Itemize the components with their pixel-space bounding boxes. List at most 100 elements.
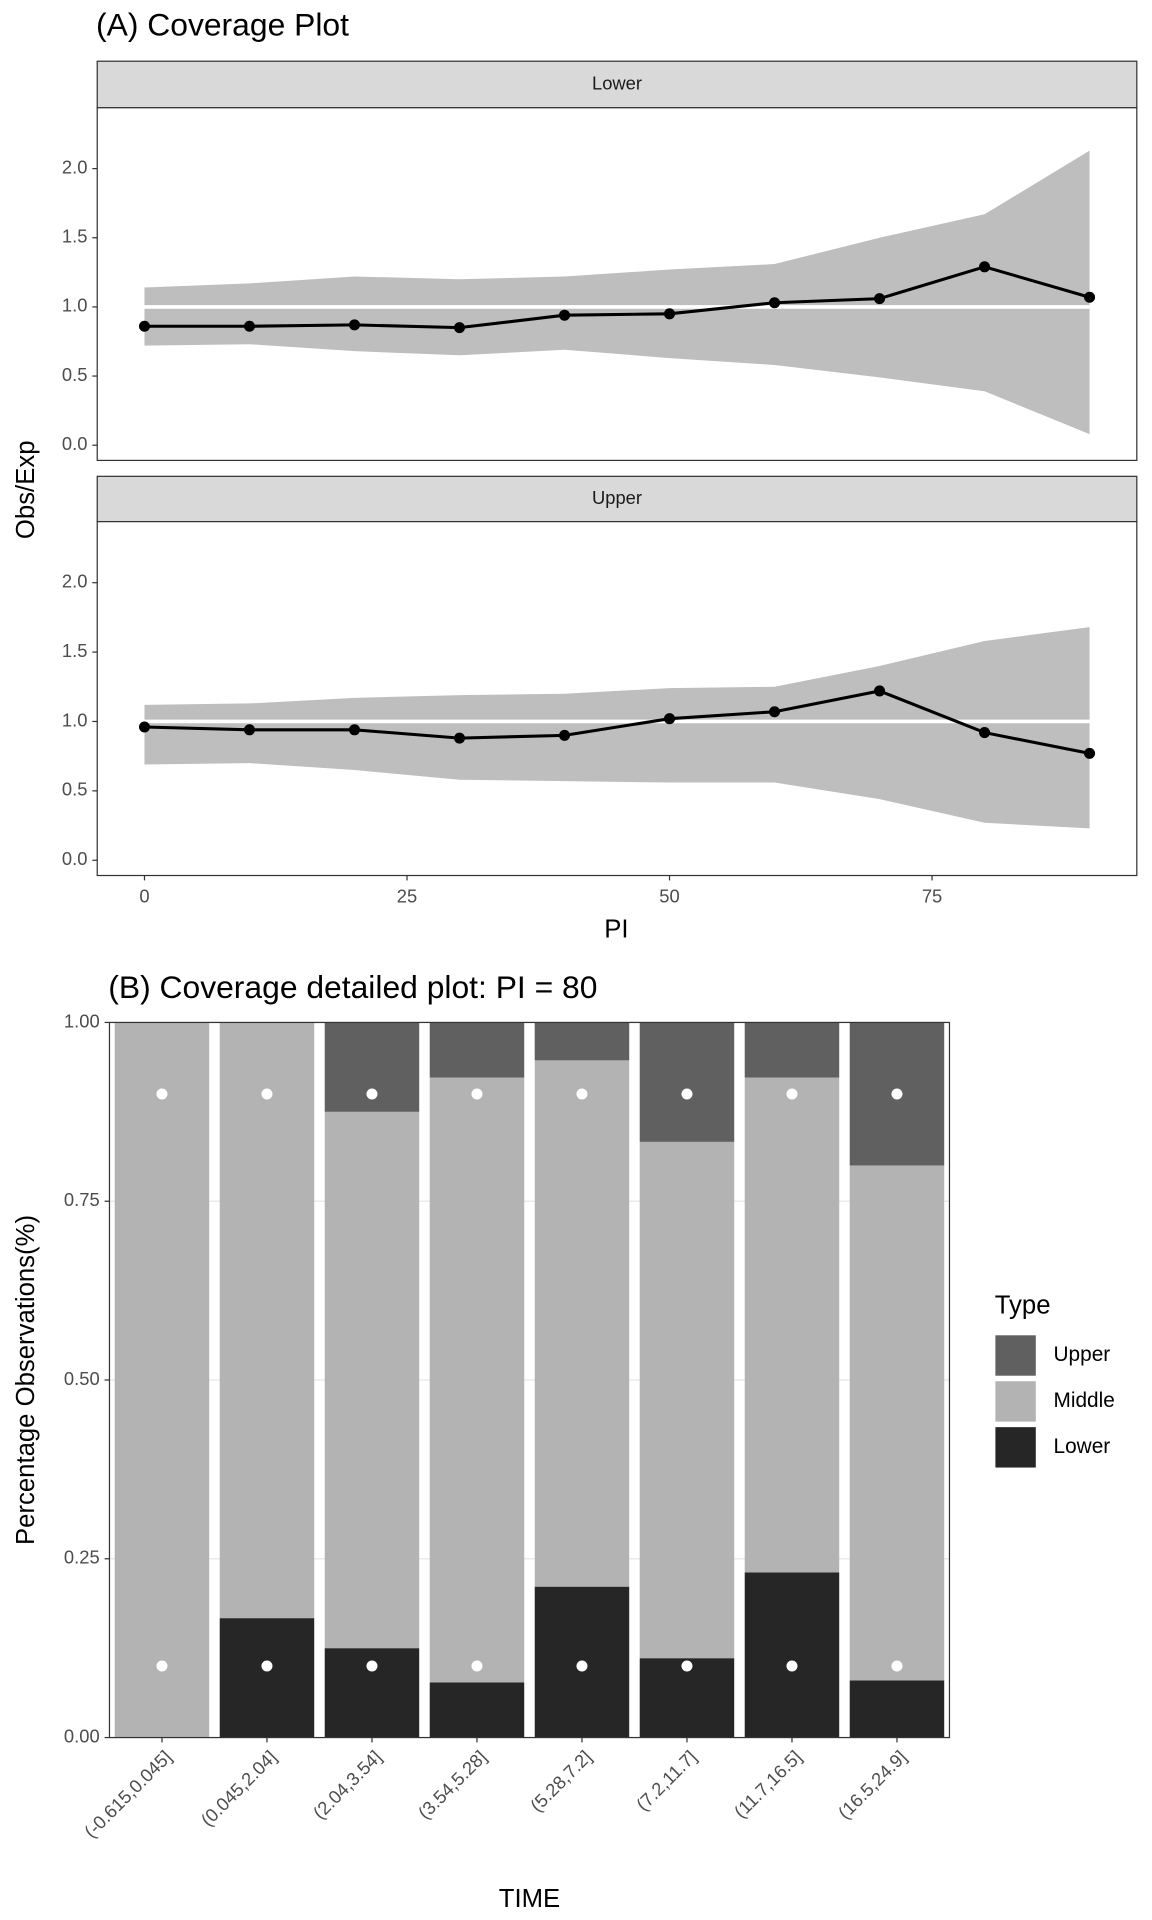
expected-point: [156, 1660, 168, 1672]
point: [453, 732, 466, 744]
point: [979, 261, 991, 273]
expected-point: [261, 1088, 273, 1100]
point: [453, 322, 466, 334]
panel-border: [108, 1021, 951, 1739]
legend-key: [994, 1380, 1038, 1423]
bar-segment: [744, 1572, 840, 1738]
x-tick-label: (11.7,16.5]: [730, 1746, 806, 1822]
expected-point: [891, 1660, 903, 1672]
x-tick-label: 25: [397, 885, 417, 906]
point: [874, 293, 886, 305]
point: [769, 706, 781, 718]
y-tick-label: 0.0: [62, 848, 88, 869]
point: [138, 721, 150, 733]
point: [769, 297, 781, 309]
strip-label: Lower: [592, 72, 642, 93]
y-tick-label: 0.00: [64, 1725, 100, 1746]
bar-segment: [639, 1141, 735, 1659]
y-tick-label: 0.5: [62, 779, 88, 800]
x-axis-label: TIME: [499, 1885, 560, 1913]
y-tick-label: 1.00: [64, 1010, 100, 1031]
chart-title: (B) Coverage detailed plot: PI = 80: [108, 969, 597, 1005]
expected-point: [366, 1088, 378, 1100]
expected-point: [681, 1660, 693, 1672]
point: [243, 320, 255, 332]
x-tick-label: (7.2,11.7]: [632, 1746, 701, 1815]
bar-segment: [429, 1077, 525, 1683]
y-tick-label: 0.25: [64, 1547, 100, 1568]
strip: [96, 475, 1138, 523]
expected-point: [576, 1088, 588, 1100]
bar-segment: [849, 1680, 945, 1738]
expected-point: [156, 1088, 168, 1100]
y-axis-label: Percentage Observations(%): [12, 1215, 40, 1545]
legend-title: Type: [995, 1291, 1051, 1319]
point: [1084, 291, 1096, 303]
point: [348, 724, 361, 736]
strip: [96, 60, 1138, 109]
line: [144, 265, 1090, 330]
expected-point: [786, 1660, 798, 1672]
bar-segment: [324, 1111, 420, 1649]
bar-segment: [639, 1022, 735, 1142]
y-tick-label: 1.5: [62, 640, 88, 661]
bar-segment: [219, 1618, 315, 1738]
expected-point: [576, 1660, 588, 1672]
point: [243, 724, 255, 736]
expected-point: [891, 1088, 903, 1100]
point: [348, 319, 361, 331]
y-tick-label: 0.75: [64, 1189, 100, 1210]
y-axis-label: Obs/Exp: [12, 441, 40, 540]
expected-point: [681, 1088, 693, 1100]
expected-point: [786, 1088, 798, 1100]
x-tick-label: (16.5,24.9]: [834, 1746, 911, 1823]
y-tick-label: 0.5: [62, 364, 88, 385]
x-tick-label: (2.04,3.54]: [309, 1746, 386, 1823]
bar-segment: [114, 1022, 210, 1738]
legend-key: [994, 1425, 1038, 1469]
x-axis-label: PI: [604, 915, 628, 943]
x-tick-label: (5.28,7.2]: [526, 1746, 596, 1816]
legend-label: Upper: [1054, 1343, 1111, 1366]
bar-segment: [429, 1022, 525, 1078]
legend-label: Middle: [1054, 1389, 1115, 1412]
x-tick-label: (3.54,5.28]: [414, 1746, 491, 1823]
y-tick-label: 2.0: [62, 571, 88, 592]
panel-border: [96, 521, 1138, 877]
bar-segment: [534, 1060, 630, 1587]
strip-label: Upper: [592, 487, 642, 508]
y-tick-label: 1.0: [62, 295, 88, 316]
legend-key: [994, 1334, 1038, 1377]
point: [559, 309, 571, 321]
point: [874, 685, 886, 697]
y-tick-label: 0.0: [62, 433, 88, 454]
legend-label: Lower: [1054, 1435, 1111, 1458]
y-tick-label: 0.50: [64, 1368, 100, 1389]
x-tick-label: 0: [139, 885, 149, 906]
y-tick-label: 2.0: [62, 156, 88, 177]
point: [979, 727, 991, 739]
x-tick-label: (0.045,2.04]: [196, 1746, 280, 1830]
point: [1084, 747, 1096, 759]
bar-segment: [849, 1165, 945, 1681]
expected-point: [471, 1088, 483, 1100]
expected-point: [261, 1660, 273, 1672]
x-tick-label: 75: [922, 885, 942, 906]
line: [144, 689, 1090, 755]
band: [144, 150, 1090, 435]
x-tick-label: (-0.615,0.045]: [80, 1746, 176, 1842]
bar-segment: [744, 1077, 840, 1573]
panel-border: [96, 107, 1138, 462]
chart-title: (A) Coverage Plot: [96, 6, 349, 42]
y-tick-label: 1.0: [62, 709, 88, 730]
bar-segment: [219, 1022, 315, 1619]
expected-point: [471, 1660, 483, 1672]
y-tick-label: 1.5: [62, 226, 88, 247]
point: [559, 729, 571, 741]
expected-point: [366, 1660, 378, 1672]
bar-segment: [429, 1682, 525, 1738]
bar-segment: [744, 1022, 840, 1078]
point: [664, 308, 676, 320]
bar-segment: [534, 1022, 630, 1061]
